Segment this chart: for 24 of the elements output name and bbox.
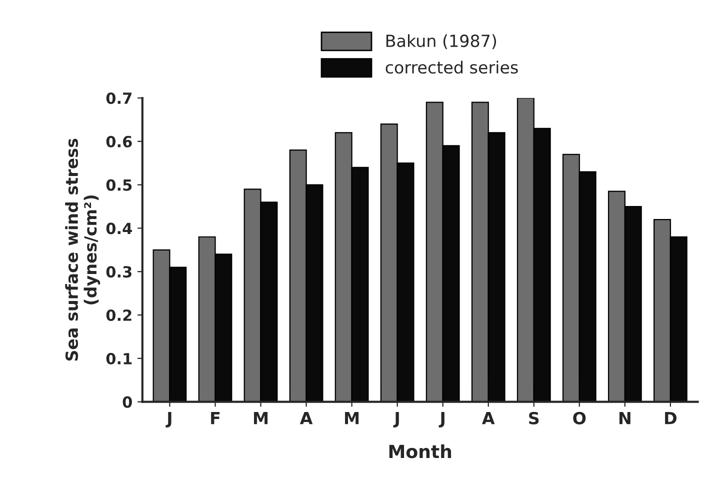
y-tick-label: 0.7 bbox=[106, 92, 132, 104]
x-tick-label: D bbox=[665, 412, 676, 424]
x-tick-label: J bbox=[438, 412, 444, 428]
x-tick-label: O bbox=[573, 412, 586, 424]
x-tick-label: M bbox=[254, 412, 268, 424]
x-tick-label: J bbox=[166, 412, 172, 428]
x-axis-title: Month bbox=[389, 444, 452, 458]
y-tick-label: 0.5 bbox=[106, 179, 132, 191]
y-tick-label: 0.2 bbox=[106, 309, 132, 322]
legend-label: Bakun (1987) bbox=[386, 34, 496, 50]
y-tick-label: 0.6 bbox=[106, 136, 132, 148]
y-axis-title: Sea surface wind stress (dynes/cm²) bbox=[65, 138, 100, 361]
y-tick-label: 0 bbox=[122, 396, 132, 408]
legend-label: corrected series bbox=[386, 60, 518, 74]
x-tick-label: S bbox=[529, 412, 539, 424]
x-tick-label: N bbox=[619, 412, 630, 424]
x-tick-label: M bbox=[345, 412, 359, 424]
x-tick-label: A bbox=[300, 412, 313, 424]
x-tick-label: F bbox=[211, 412, 220, 424]
y-tick-label: 0.3 bbox=[106, 266, 132, 278]
x-tick-label: J bbox=[393, 412, 399, 428]
y-tick-label: 0.4 bbox=[106, 222, 132, 234]
x-tick-label: A bbox=[482, 412, 495, 424]
y-tick-label: 0.1 bbox=[106, 352, 132, 364]
